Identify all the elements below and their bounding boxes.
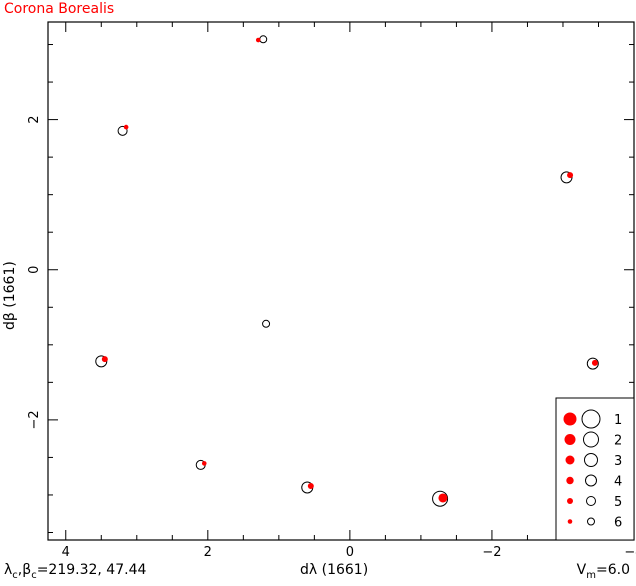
beta-subscript: c (31, 569, 37, 581)
x-tick-label: 2 (204, 545, 212, 560)
star-computed-point (201, 461, 207, 466)
star-computed-point (591, 359, 598, 366)
legend-label: 2 (614, 434, 622, 449)
beta-symbol: ,β (17, 562, 32, 578)
x-tick-label: 0 (346, 545, 354, 560)
chart-title: Corona Borealis (4, 1, 115, 17)
legend-open-marker (584, 453, 598, 467)
legend-label: 1 (614, 413, 622, 428)
legend-filled-marker (567, 498, 573, 504)
legend-label: 3 (614, 454, 622, 469)
star-reference-point (259, 35, 268, 44)
center-values: =219.32, 47.44 (36, 562, 147, 578)
y-tick-label: 0 (27, 266, 42, 274)
y-tick-label: −2 (27, 410, 42, 429)
lambda-subscript: c (12, 569, 18, 581)
legend-filled-marker (563, 412, 577, 426)
magnitude-symbol: V (576, 562, 587, 578)
x-tick-label: 4 (62, 545, 70, 560)
legend-filled-marker (564, 434, 576, 445)
legend-open-marker (587, 517, 595, 526)
star-computed-point (567, 172, 574, 179)
star-computed-point (255, 37, 261, 43)
plot-frame (47, 21, 635, 541)
y-tick-label: 2 (27, 115, 42, 123)
y-axis-label: dβ (1661) (2, 261, 18, 330)
legend-open-marker (581, 409, 601, 429)
center-coordinates: λc,βc=219.32, 47.44 (4, 562, 146, 581)
x-tick-label: −2 (482, 545, 501, 560)
magnitude-value: =6.0 (596, 562, 630, 578)
x-tick-label: −4 (624, 545, 636, 560)
lambda-symbol: λ (4, 562, 13, 578)
legend-label: 5 (614, 495, 622, 510)
star-computed-point (101, 356, 108, 363)
legend-open-marker (586, 496, 596, 506)
star-reference-point (262, 319, 271, 328)
star-computed-point (438, 493, 448, 503)
magnitude-subscript: m (586, 569, 596, 581)
x-axis-label: dλ (1661) (300, 562, 369, 578)
star-computed-point (307, 482, 314, 489)
legend-open-marker (585, 474, 597, 487)
legend-open-marker (583, 431, 599, 448)
star-computed-point (123, 124, 129, 130)
legend-filled-marker (566, 476, 574, 485)
limiting-magnitude: Vm=6.0 (577, 562, 630, 581)
legend-filled-marker (567, 519, 573, 524)
legend-filled-marker (565, 455, 575, 465)
legend-label: 6 (614, 516, 622, 531)
legend-label: 4 (614, 475, 622, 490)
